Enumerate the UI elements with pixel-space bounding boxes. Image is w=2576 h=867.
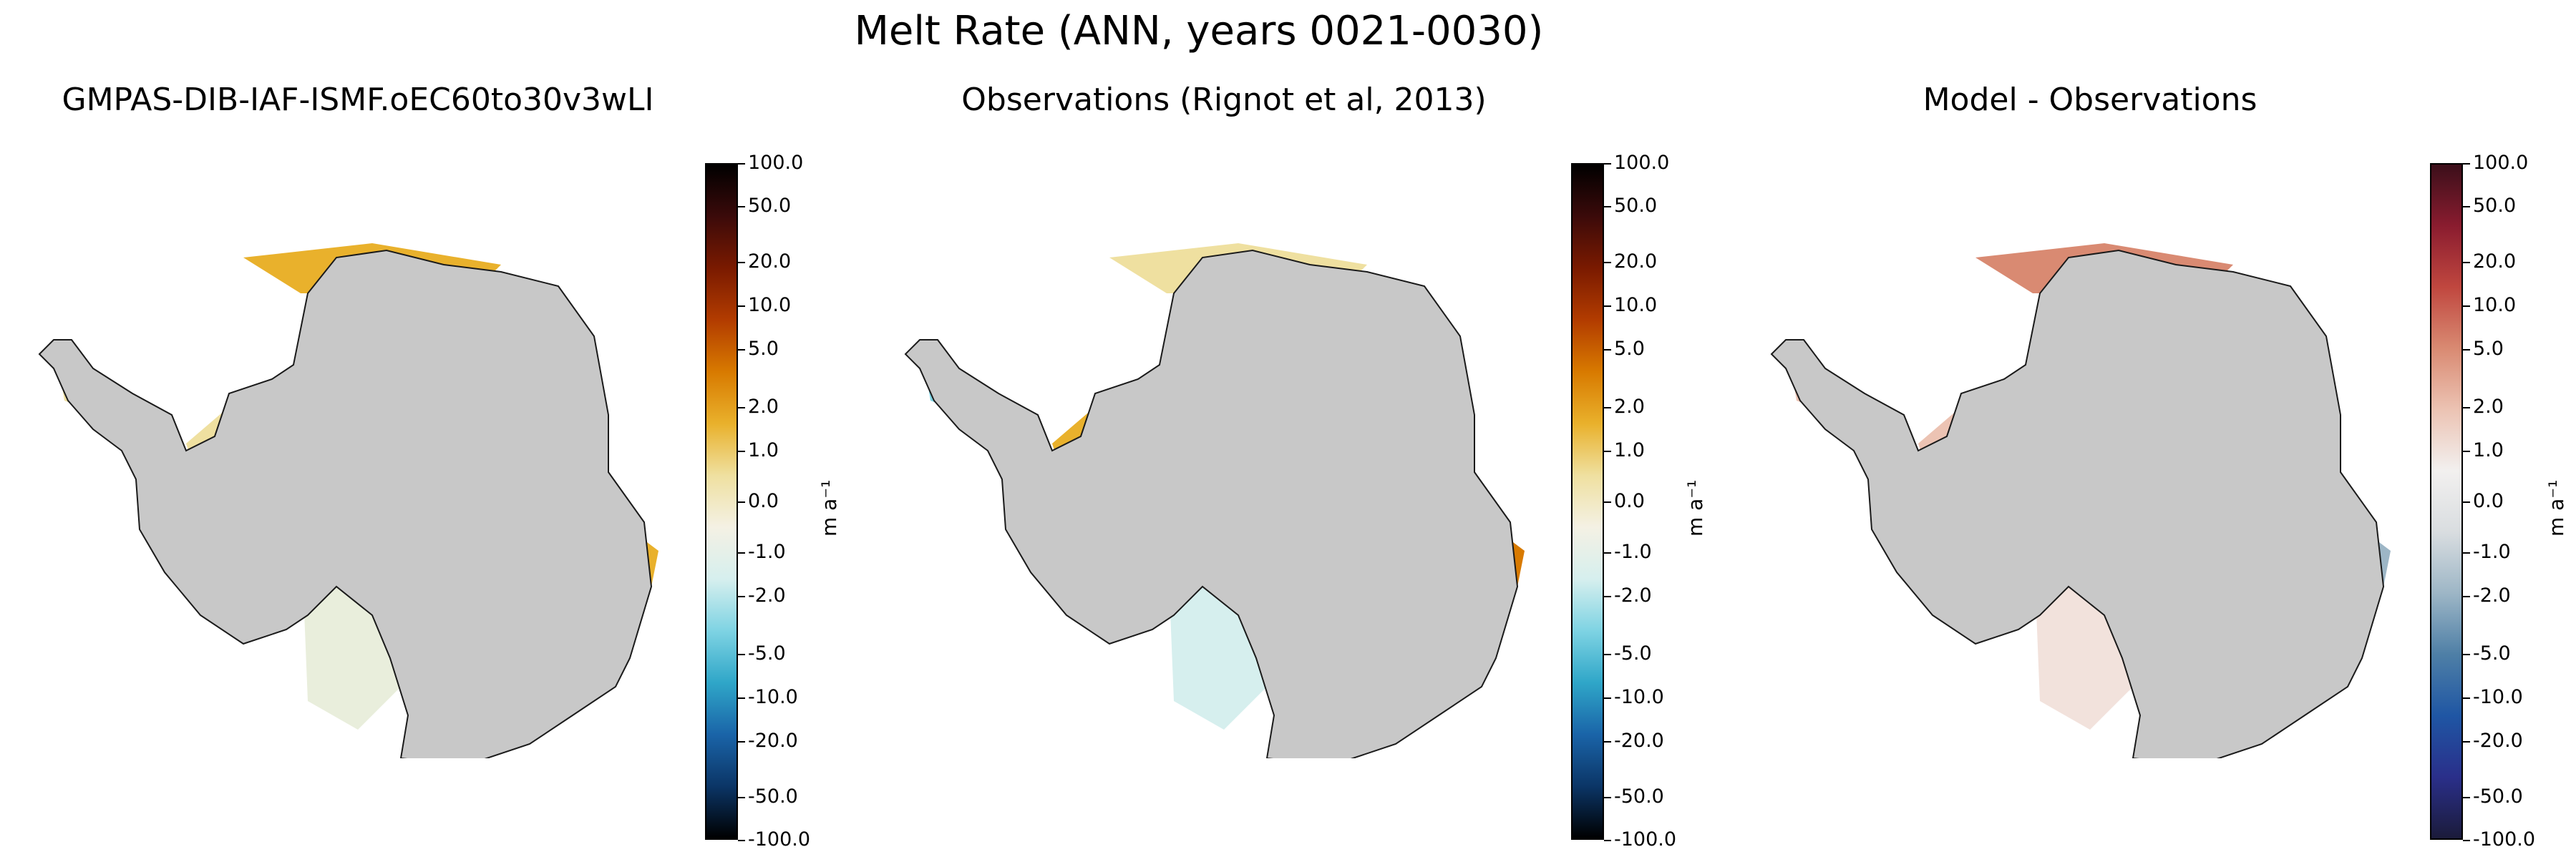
colorbar-tick-label: 100.0 (2462, 152, 2529, 174)
colorbar-tick-label: 50.0 (1603, 194, 1658, 217)
panel-difference: Model - Observations 100.0 50.0 20.0 10.0 5.… (1732, 0, 2576, 867)
colorbar-tick-label: 1.0 (2463, 439, 2504, 462)
colorbar-tick-label: -100.0 (737, 828, 811, 851)
colorbar-tick-label: -10.0 (1604, 686, 1664, 709)
antarctica-map (38, 243, 658, 758)
colorbar-tick-label: -5.0 (2463, 642, 2511, 665)
colorbar-tick-label: 100.0 (737, 152, 804, 174)
colorbar-tick-label: 10.0 (1603, 293, 1658, 316)
colorbar-tick-label: 1.0 (1604, 439, 1645, 462)
colorbar-tick-label: 0.0 (738, 490, 779, 512)
colorbar-label: m a⁻¹ (817, 479, 841, 537)
colorbar-label: m a⁻¹ (2545, 479, 2568, 537)
colorbar-tick-label: -5.0 (1604, 642, 1652, 665)
colorbar-tick-label: 5.0 (738, 338, 779, 361)
colorbar-label: m a⁻¹ (1683, 479, 1707, 537)
panel-title: GMPAS-DIB-IAF-ISMF.oEC60to30v3wLI (62, 82, 654, 118)
colorbar-tick-label: 100.0 (1603, 152, 1670, 174)
antarctica-map (904, 243, 1525, 758)
figure-title: Melt Rate (ANN, years 0021-0030) (854, 8, 1544, 54)
colorbar-tick-label: -20.0 (738, 729, 798, 752)
colorbar-tick-label: 5.0 (1604, 338, 1645, 361)
colorbar-tick-label: 0.0 (1604, 490, 1645, 512)
colorbar (705, 163, 738, 840)
colorbar-tick-label: -50.0 (2463, 785, 2523, 808)
panel-model: GMPAS-DIB-IAF-ISMF.oEC60to30v3wLI 100.0 5… (0, 0, 859, 867)
colorbar-tick-label: 50.0 (737, 194, 792, 217)
land-mask (38, 249, 653, 758)
colorbar-tick-label: 1.0 (738, 439, 779, 462)
colorbar-tick-label: 20.0 (1603, 250, 1658, 273)
antarctica-map (1770, 243, 2391, 758)
colorbar-tick-label: -10.0 (738, 686, 798, 709)
colorbar-tick-label: 50.0 (2462, 194, 2517, 217)
colorbar-tick-label: 10.0 (2462, 293, 2517, 316)
colorbar-tick-label: -10.0 (2463, 686, 2523, 709)
colorbar-tick-label: 0.0 (2463, 490, 2504, 512)
colorbar-tick-label: -1.0 (2463, 540, 2511, 563)
panel-title: Model - Observations (1923, 82, 2257, 118)
colorbar-tick-label: 20.0 (2462, 250, 2517, 273)
colorbar-tick-label: -2.0 (738, 584, 786, 607)
colorbar-tick-label: -2.0 (2463, 584, 2511, 607)
panel-observations: Observations (Rignot et al, 2013) 100.0 5… (866, 0, 1725, 867)
colorbar-tick-label: -100.0 (2462, 828, 2536, 851)
colorbar-tick-label: -1.0 (738, 540, 786, 563)
colorbar-tick-label: 5.0 (2463, 338, 2504, 361)
colorbar-tick-label: -1.0 (1604, 540, 1652, 563)
colorbar (1571, 163, 1604, 840)
colorbar-tick-label: 2.0 (738, 395, 779, 418)
colorbar-tick-label: -50.0 (738, 785, 798, 808)
colorbar-tick-label: -50.0 (1604, 785, 1664, 808)
colorbar-tick-label: -2.0 (1604, 584, 1652, 607)
colorbar-tick-label: 20.0 (737, 250, 792, 273)
colorbar-tick-label: 2.0 (1604, 395, 1645, 418)
colorbar-tick-label: -100.0 (1603, 828, 1677, 851)
colorbar (2430, 163, 2463, 840)
colorbar-tick-label: 2.0 (2463, 395, 2504, 418)
colorbar-tick-label: -20.0 (1604, 729, 1664, 752)
colorbar-tick-label: -20.0 (2463, 729, 2523, 752)
land-mask (904, 249, 1519, 758)
colorbar-tick-label: 10.0 (737, 293, 792, 316)
land-mask (1770, 249, 2385, 758)
colorbar-tick-label: -5.0 (738, 642, 786, 665)
panel-title: Observations (Rignot et al, 2013) (961, 82, 1487, 118)
